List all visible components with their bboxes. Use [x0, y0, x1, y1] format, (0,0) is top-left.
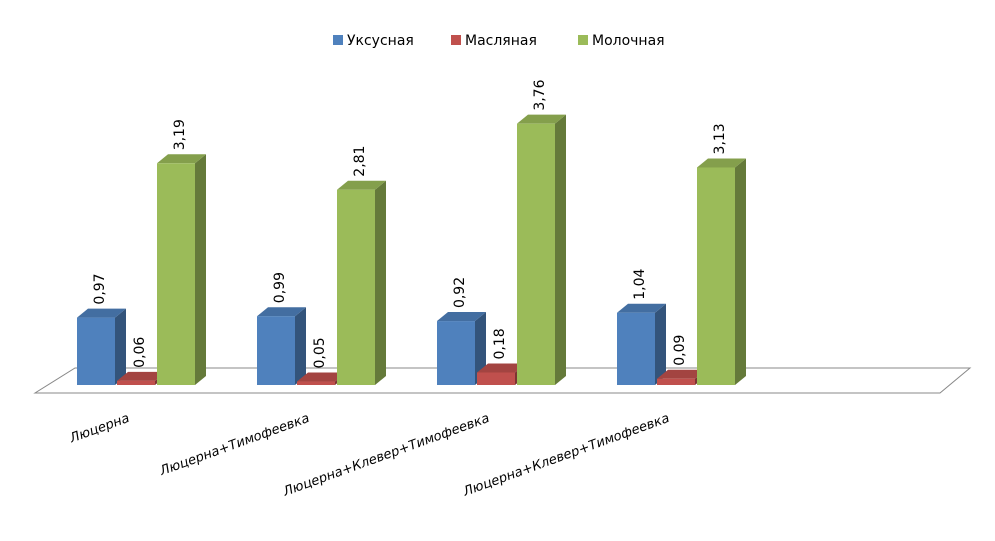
bar-side [735, 158, 746, 385]
data-label: 0,09 [672, 335, 688, 366]
x-tick-label: Люцерна+Клевер+Тимофеевка [280, 411, 491, 500]
bar [337, 189, 375, 385]
bar-top [157, 154, 206, 164]
bar-top [297, 372, 346, 382]
data-label: 0,06 [132, 337, 148, 368]
bar [257, 316, 295, 385]
legend-swatch [578, 35, 588, 45]
legend-label: Молочная [592, 33, 665, 49]
bar-top [257, 307, 306, 317]
data-label: 1,04 [632, 268, 648, 299]
x-tick-label: Люцерна+Тимофеевка [157, 411, 311, 479]
data-label: 0,97 [92, 273, 108, 304]
bar [477, 372, 515, 385]
bar-top [477, 363, 526, 373]
data-label: 3,19 [172, 119, 188, 150]
bar-side [195, 154, 206, 385]
data-label: 3,13 [712, 123, 728, 154]
bar-side [475, 312, 486, 385]
x-tick-label: Люцерна+Клевер+Тимофеевка [460, 411, 671, 500]
data-label: 3,76 [532, 79, 548, 110]
bar-top [337, 180, 386, 190]
bar-top [517, 114, 566, 124]
legend-swatch [451, 35, 461, 45]
bar-side [115, 308, 126, 385]
data-label: 0,99 [272, 272, 288, 303]
bar-top [77, 308, 126, 318]
bar-top [437, 312, 486, 322]
bar-side [555, 114, 566, 386]
data-label: 0,18 [492, 328, 508, 359]
legend-swatch [333, 35, 343, 45]
bar [617, 312, 655, 385]
bar-top [617, 303, 666, 313]
bar [437, 321, 475, 385]
bar-top [697, 158, 746, 168]
bar-side [295, 307, 306, 385]
bar-top [117, 371, 166, 381]
data-label: 0,05 [312, 337, 328, 368]
bar [697, 167, 735, 385]
bar-side [655, 303, 666, 385]
bar [157, 163, 195, 385]
bar [297, 381, 335, 385]
bar [517, 123, 555, 386]
x-tick-label: Люцерна [67, 411, 132, 447]
bar [117, 380, 155, 385]
data-label: 2,81 [352, 146, 368, 177]
bar-side [375, 180, 386, 385]
bar [657, 378, 695, 385]
data-label: 0,92 [452, 277, 468, 308]
bar-top [657, 369, 706, 379]
bar [77, 317, 115, 385]
legend-label: Масляная [465, 33, 537, 49]
legend-label: Уксусная [347, 33, 414, 49]
